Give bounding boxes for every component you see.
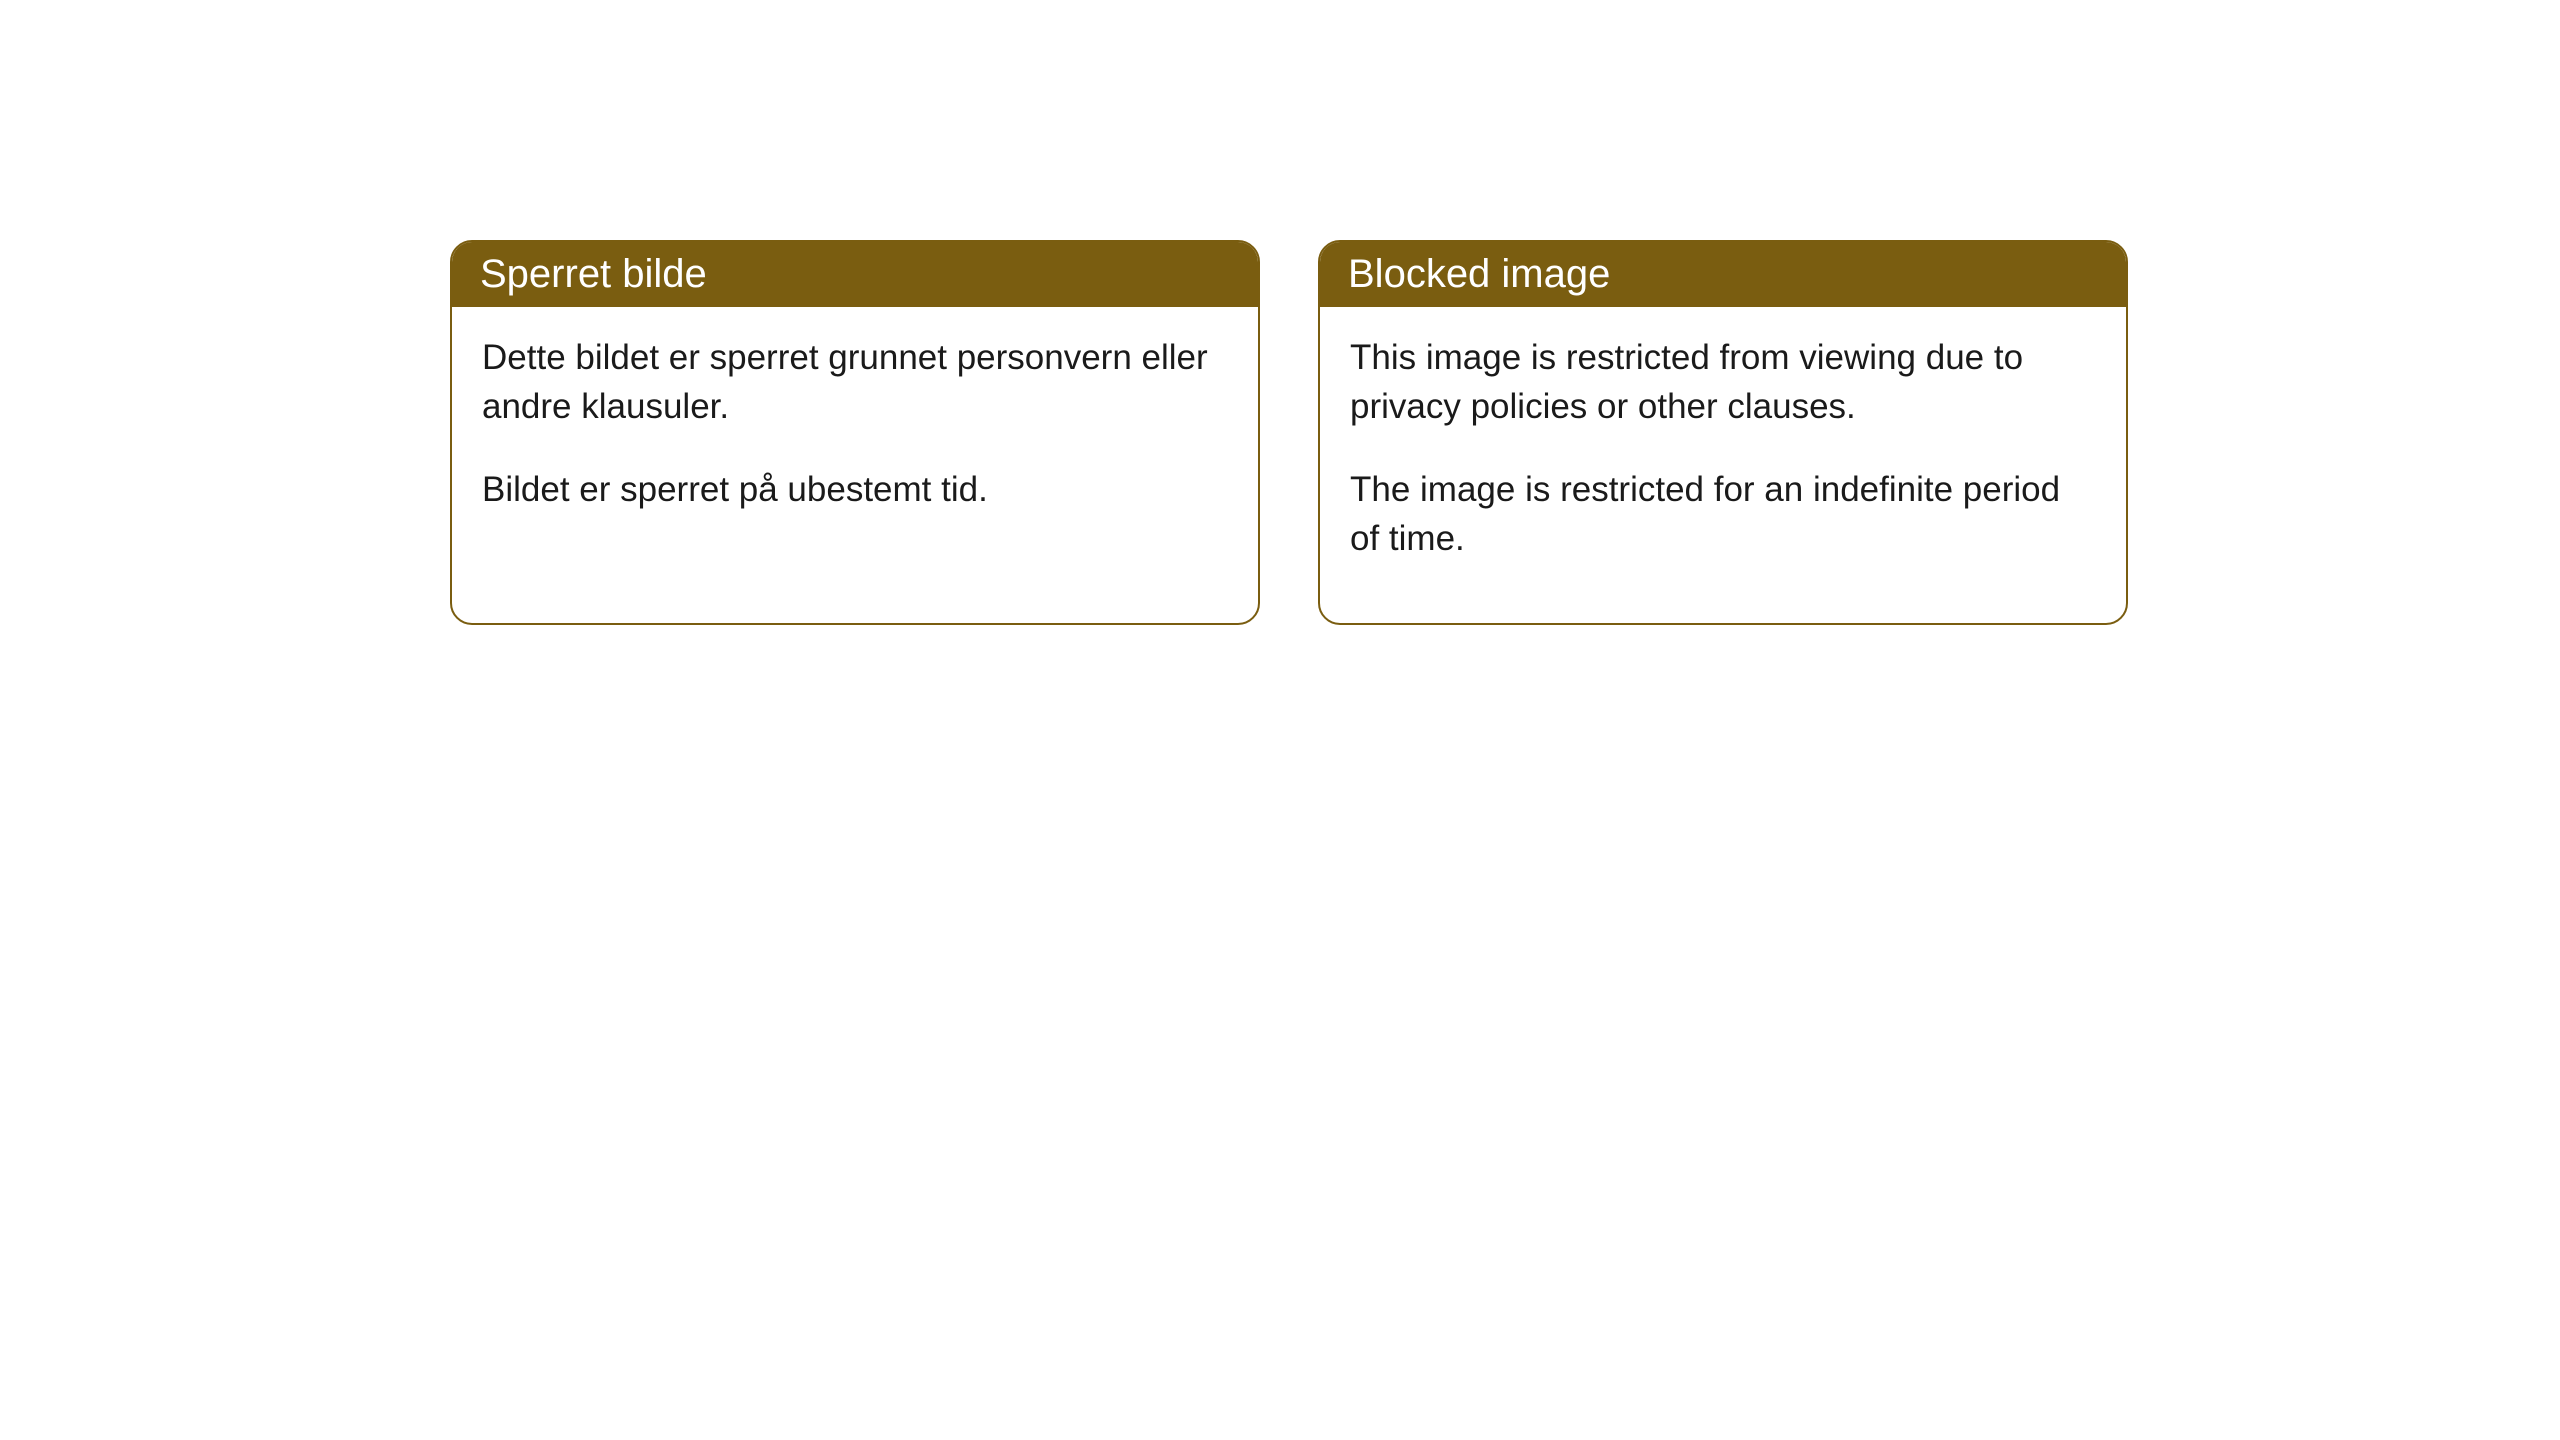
card-body-norwegian: Dette bildet er sperret grunnet personve… (452, 307, 1258, 574)
card-title-english: Blocked image (1320, 242, 2126, 307)
card-text-english-1: This image is restricted from viewing du… (1350, 333, 2096, 431)
card-text-norwegian-2: Bildet er sperret på ubestemt tid. (482, 465, 1228, 514)
blocked-image-card-english: Blocked image This image is restricted f… (1318, 240, 2128, 625)
card-text-norwegian-1: Dette bildet er sperret grunnet personve… (482, 333, 1228, 431)
card-body-english: This image is restricted from viewing du… (1320, 307, 2126, 623)
card-title-norwegian: Sperret bilde (452, 242, 1258, 307)
cards-container: Sperret bilde Dette bildet er sperret gr… (450, 240, 2128, 625)
card-text-english-2: The image is restricted for an indefinit… (1350, 465, 2096, 563)
blocked-image-card-norwegian: Sperret bilde Dette bildet er sperret gr… (450, 240, 1260, 625)
